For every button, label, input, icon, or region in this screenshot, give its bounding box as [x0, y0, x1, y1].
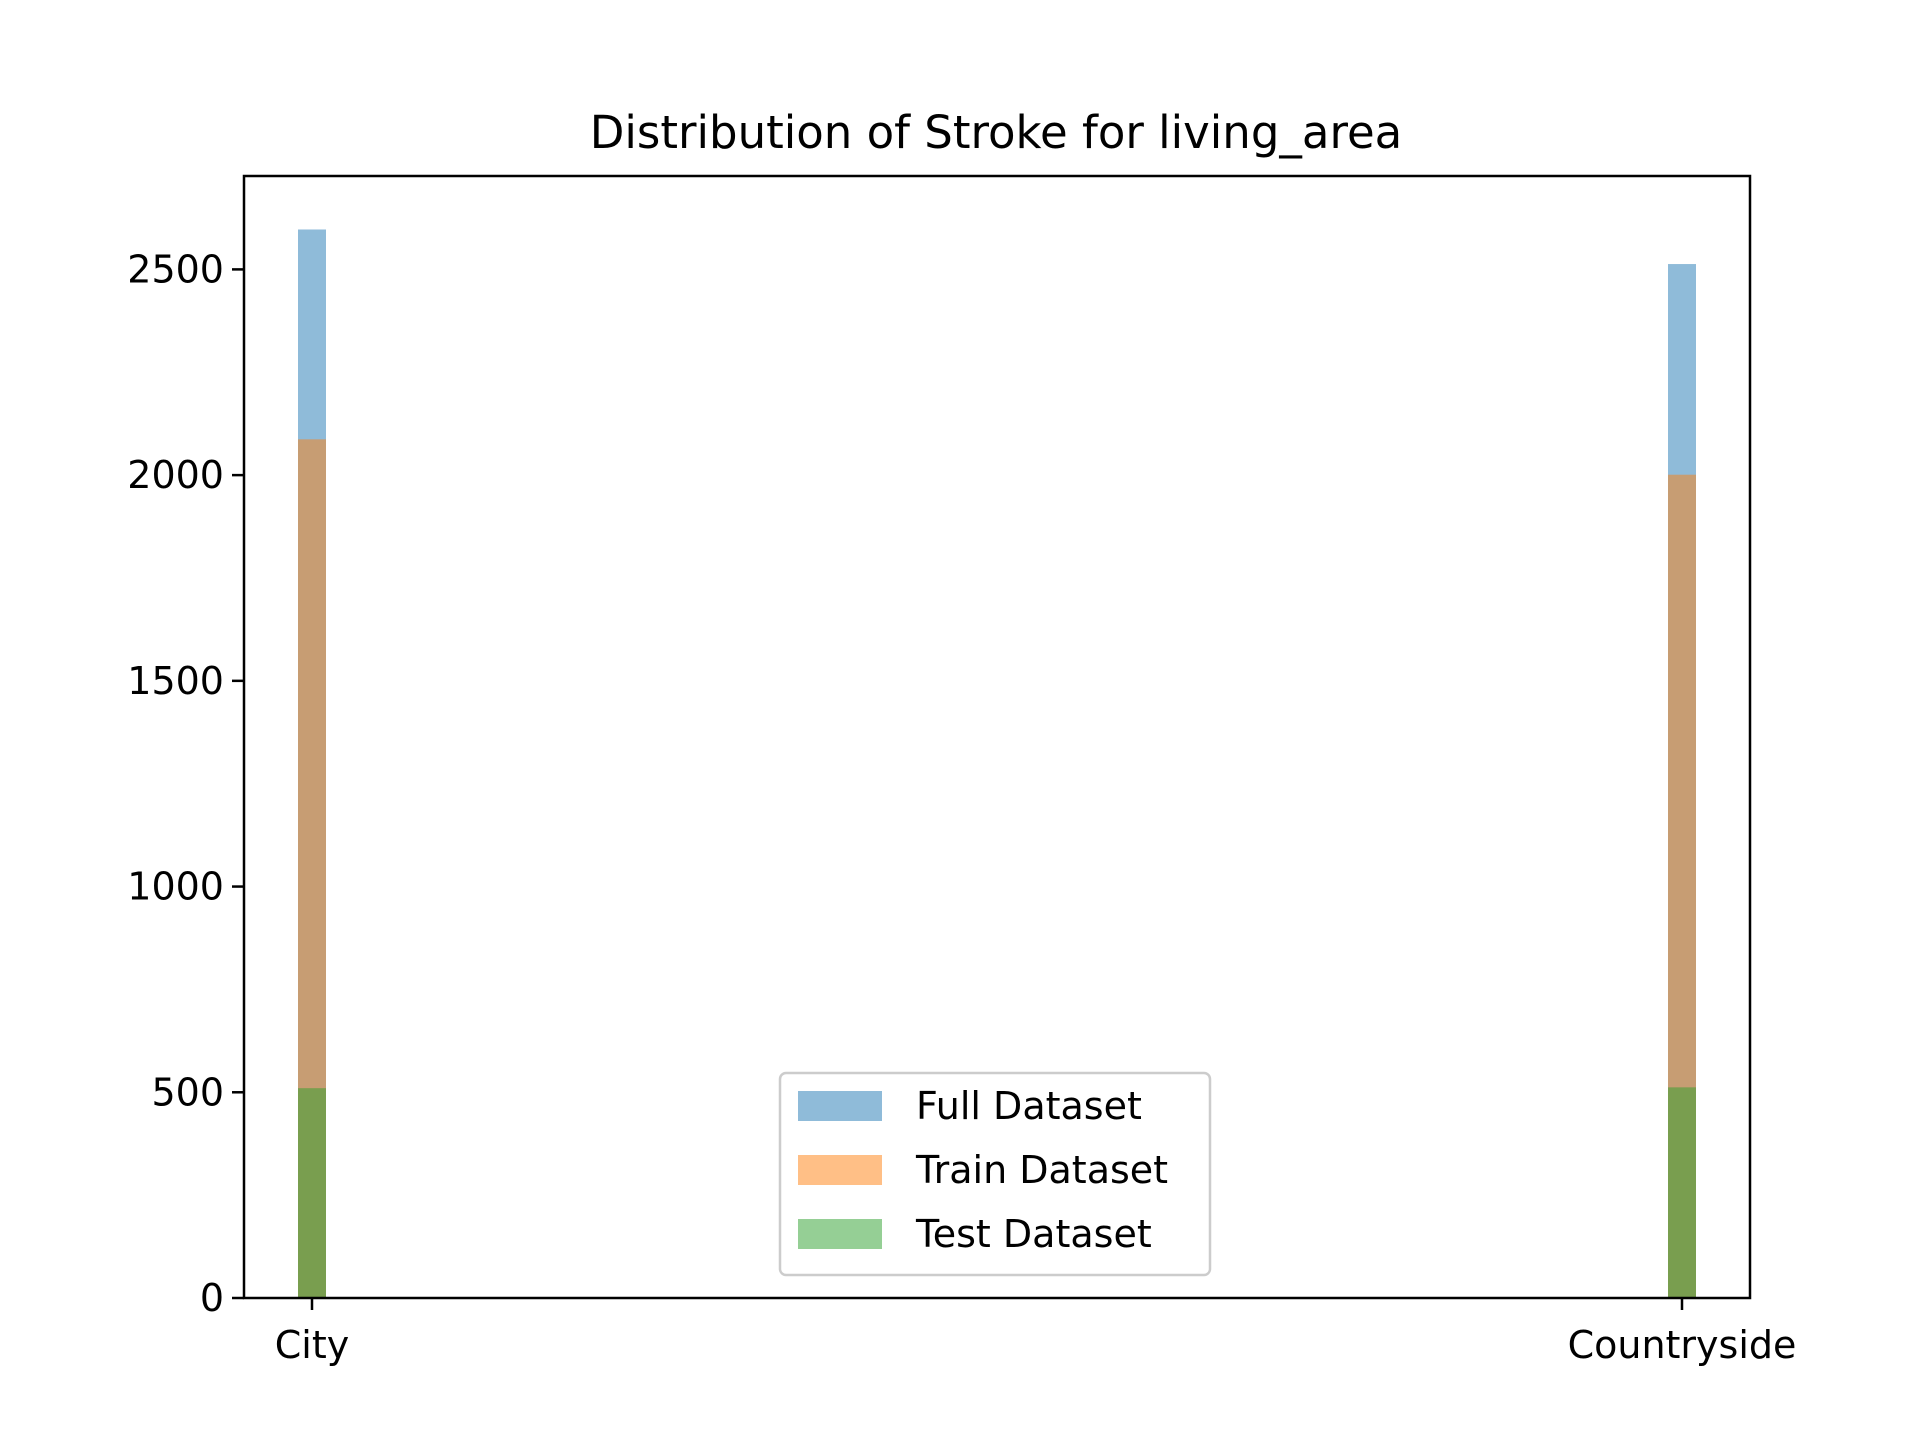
- y-tick-label: 2000: [127, 453, 224, 497]
- y-tick-label: 500: [151, 1070, 224, 1114]
- y-axis: 0 500 1000 1500 2000 2500: [127, 247, 244, 1320]
- y-tick-label: 1000: [127, 865, 224, 909]
- chart-title: Distribution of Stroke for living_area: [590, 106, 1402, 159]
- x-tick-label: Countryside: [1568, 1323, 1797, 1367]
- y-tick-label: 2500: [127, 247, 224, 291]
- legend-swatch: [798, 1219, 882, 1249]
- x-tick-label: City: [275, 1323, 349, 1367]
- legend-swatch: [798, 1091, 882, 1121]
- legend-label: Test Dataset: [915, 1212, 1152, 1256]
- legend-swatch: [798, 1155, 882, 1185]
- y-tick-label: 1500: [127, 659, 224, 703]
- axes-frame: [242, 174, 1752, 1300]
- bar-test-1: [1668, 1087, 1696, 1298]
- legend: Full Dataset Train Dataset Test Dataset: [778, 1071, 1212, 1277]
- bars-layer: [298, 229, 1696, 1299]
- legend-label: Train Dataset: [915, 1148, 1168, 1192]
- legend-label: Full Dataset: [916, 1084, 1142, 1128]
- y-tick-label: 0: [200, 1276, 224, 1320]
- x-axis: City Countryside: [275, 1298, 1797, 1367]
- legend-box: [778, 1071, 1212, 1277]
- bar-test-0: [298, 1088, 326, 1298]
